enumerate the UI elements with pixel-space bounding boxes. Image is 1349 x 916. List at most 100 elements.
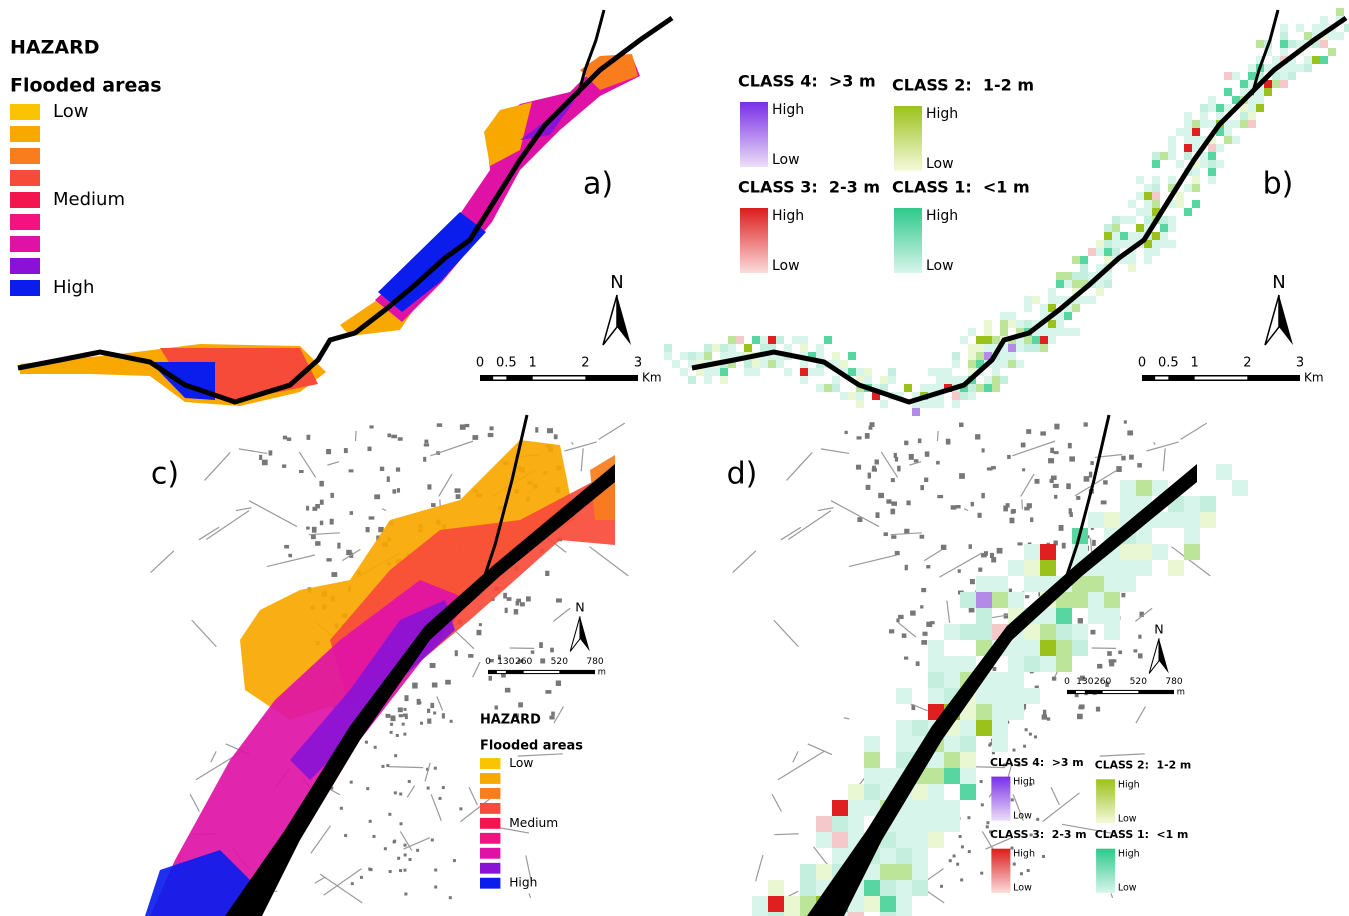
building [1090, 630, 1095, 635]
building [390, 715, 395, 721]
scale-segment [524, 671, 560, 673]
depth-cell [768, 360, 776, 368]
legend-swatch [10, 280, 40, 296]
building [288, 554, 292, 557]
depth-cell [1040, 624, 1056, 640]
depth-cell [1128, 232, 1136, 240]
north-arrow [603, 295, 617, 345]
depth-cell [1072, 304, 1080, 312]
depth-cell [1040, 344, 1048, 352]
building [398, 707, 403, 712]
scale-label: 260 [1094, 677, 1112, 687]
building [990, 553, 994, 558]
building [402, 723, 405, 726]
street [324, 869, 362, 896]
depth-cell [1216, 160, 1224, 168]
building [369, 820, 372, 823]
scale-label: 780 [1165, 677, 1183, 687]
building [906, 501, 910, 506]
building [306, 506, 309, 511]
depth-cell [1024, 344, 1032, 352]
building [337, 543, 340, 549]
street [939, 553, 982, 577]
building [416, 849, 419, 852]
building [960, 878, 963, 881]
depth-cell [832, 352, 840, 360]
street [1147, 442, 1179, 451]
depth-cell [1240, 80, 1248, 88]
depth-cell [768, 336, 776, 344]
building [427, 484, 431, 489]
building [282, 464, 286, 467]
building [331, 572, 337, 577]
depth-cell [1168, 216, 1176, 224]
building [424, 440, 428, 444]
building [518, 702, 523, 707]
building [865, 433, 870, 439]
building [1059, 525, 1064, 531]
depth-cell [944, 672, 960, 688]
depth-cell [1224, 88, 1232, 96]
depth-cell [1168, 224, 1176, 232]
legend-swatch [10, 192, 40, 208]
depth-cell [1152, 176, 1160, 184]
depth-cell [1096, 248, 1104, 256]
depth-cell [1328, 32, 1336, 40]
depth-cell [984, 336, 992, 344]
building [403, 869, 406, 872]
building [434, 885, 437, 888]
depth-cell [912, 848, 928, 864]
building [897, 466, 900, 472]
building [1020, 872, 1023, 875]
depth-cell [1136, 544, 1152, 560]
building [1027, 503, 1032, 508]
class-gradient [991, 849, 1010, 893]
depth-cell [1144, 200, 1152, 208]
legend-swatch [480, 788, 500, 799]
building [283, 436, 287, 440]
depth-cell [1288, 40, 1296, 48]
scale-label: 2 [581, 356, 589, 371]
building [399, 793, 402, 796]
street [778, 751, 824, 779]
depth-cell [928, 816, 944, 832]
depth-cell [1184, 208, 1192, 216]
depth-cell [1120, 560, 1136, 576]
building [1084, 422, 1088, 426]
scale-label: 3 [634, 356, 642, 371]
depth-cell [912, 800, 928, 816]
building [259, 455, 262, 460]
class-low: Low [926, 258, 954, 274]
building [1047, 717, 1050, 720]
street [206, 511, 249, 540]
building [1138, 635, 1141, 639]
depth-cell [896, 912, 912, 916]
depth-cell [1224, 72, 1232, 80]
depth-cell [728, 336, 736, 344]
building [956, 863, 959, 866]
depth-cell [864, 784, 880, 800]
scale-label: 2 [1243, 356, 1251, 371]
depth-cell [1328, 48, 1336, 56]
building [886, 499, 891, 503]
depth-cell [1016, 344, 1024, 352]
depth-cell [1008, 640, 1024, 656]
street [808, 744, 832, 755]
street [407, 786, 414, 798]
building [1036, 818, 1039, 821]
depth-cell [984, 384, 992, 392]
building [866, 485, 871, 490]
depth-cell [1024, 320, 1032, 328]
street [772, 794, 781, 812]
street [554, 707, 563, 723]
depth-cell [1280, 80, 1288, 88]
depth-cell [1184, 112, 1192, 120]
building [381, 765, 384, 768]
depth-cell [1064, 280, 1072, 288]
depth-cell [720, 352, 728, 360]
depth-cell [920, 400, 928, 408]
depth-cell [896, 880, 912, 896]
depth-cell [888, 376, 896, 384]
scale-label: 1 [1191, 356, 1199, 371]
building [427, 719, 431, 724]
